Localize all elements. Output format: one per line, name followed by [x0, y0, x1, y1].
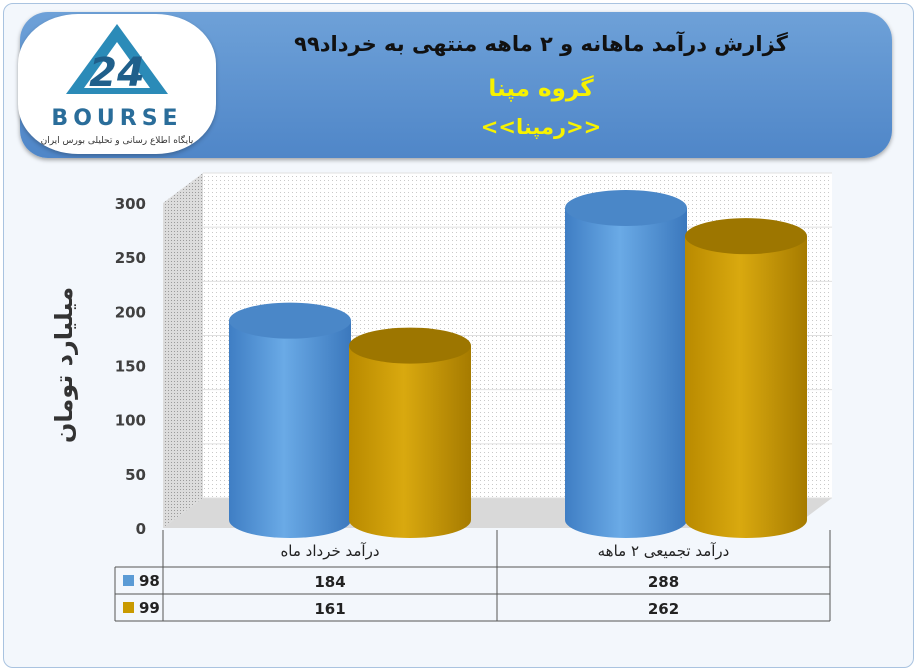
data-value: 262 — [648, 600, 679, 618]
y-tick-label: 50 — [125, 466, 146, 484]
side-wall — [163, 173, 203, 528]
company-name: گروه مپنا — [488, 76, 594, 102]
data-value: 161 — [314, 600, 345, 618]
y-tick-label: 150 — [115, 358, 146, 376]
legend-label-98: 98 — [139, 572, 160, 590]
y-tick-label: 300 — [115, 195, 146, 213]
bar-body — [565, 208, 687, 538]
category-label: درآمد خرداد ماه — [280, 542, 379, 560]
bar-98-0 — [229, 302, 351, 538]
category-label: درآمد تجمیعی ۲ ماهه — [598, 542, 730, 560]
y-tick-label: 100 — [115, 412, 146, 430]
bars — [229, 190, 807, 538]
logo-mark-icon: 24 — [66, 24, 168, 96]
y-axis-ticks: 0 50 100 150 200 250 300 — [115, 195, 146, 538]
bar-98-1 — [565, 190, 687, 538]
bar-top — [565, 190, 687, 226]
data-value: 184 — [314, 573, 345, 591]
data-table: درآمد خرداد ماه درآمد تجمیعی ۲ ماهه 98 184 2… — [114, 530, 831, 622]
svg-text:24: 24 — [89, 50, 145, 96]
logo-text: BOURSE — [51, 106, 183, 131]
bar-top — [229, 302, 351, 339]
legend-key-98 — [123, 575, 134, 586]
report-title: گزارش درآمد ماهانه و ۲ ماهه منتهی به خرد… — [294, 32, 788, 56]
bar-body — [685, 236, 807, 538]
bourse-logo: 24 BOURSE پایگاه اطلاع رسانی و تحلیلی بو… — [18, 14, 216, 154]
bar-top — [685, 218, 807, 255]
bar-body — [349, 345, 471, 538]
y-tick-label: 250 — [115, 249, 146, 267]
y-tick-label: 0 — [136, 520, 146, 538]
bar-99-0 — [349, 327, 471, 538]
data-value: 288 — [648, 573, 679, 591]
legend-key-99 — [123, 602, 134, 613]
legend-label-99: 99 — [139, 599, 160, 617]
bar-body — [229, 320, 351, 538]
y-tick-label: 200 — [115, 303, 146, 321]
bar-99-1 — [685, 218, 807, 538]
bar-top — [349, 327, 471, 364]
logo-subtext: پایگاه اطلاع رسانی و تحلیلی بورس ایران — [40, 136, 194, 146]
ticker-symbol: <<رمپنا>> — [480, 115, 602, 139]
